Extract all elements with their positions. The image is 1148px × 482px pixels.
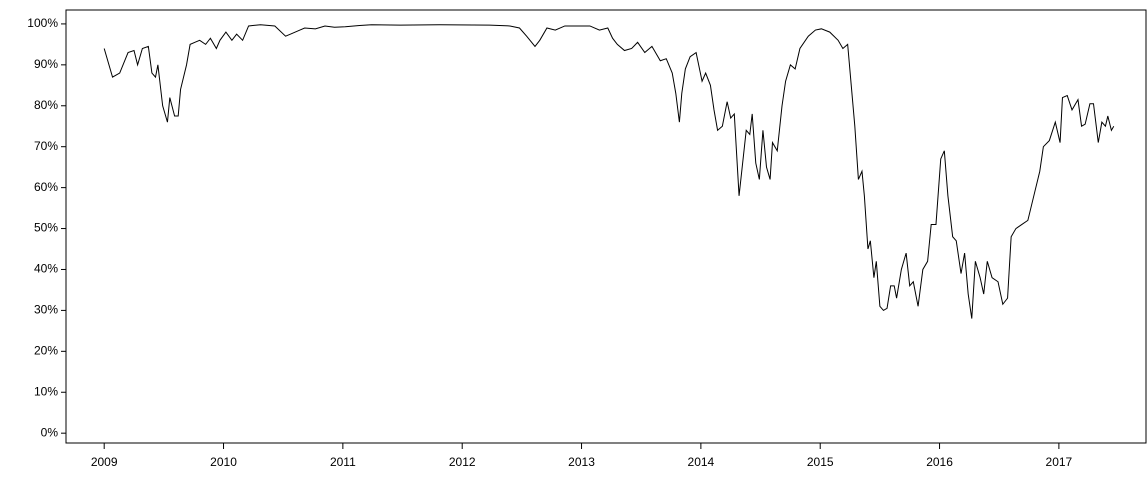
- y-tick-label: 0%: [41, 425, 59, 439]
- y-tick-label: 90%: [34, 57, 58, 71]
- y-tick-label: 80%: [34, 98, 58, 112]
- plot-frame: [65, 9, 1147, 444]
- y-tick-label: 20%: [34, 343, 58, 357]
- x-tick-label: 2014: [688, 455, 715, 469]
- x-tick-label: 2016: [926, 455, 953, 469]
- x-tick-label: 2017: [1046, 455, 1073, 469]
- y-tick-label: 100%: [27, 16, 58, 30]
- y-tick-label: 30%: [34, 303, 58, 317]
- data-line: [103, 24, 1115, 319]
- y-tick-label: 50%: [34, 221, 58, 235]
- x-tick-label: 2009: [91, 455, 118, 469]
- y-tick-label: 70%: [34, 139, 58, 153]
- y-tick-label: 60%: [34, 180, 58, 194]
- x-tick-label: 2011: [330, 455, 356, 469]
- y-tick-label: 40%: [34, 262, 58, 276]
- x-tick-label: 2015: [807, 455, 834, 469]
- y-tick-label: 10%: [34, 384, 58, 398]
- x-tick-label: 2010: [210, 455, 237, 469]
- x-tick-label: 2013: [568, 455, 595, 469]
- x-tick-label: 2012: [449, 455, 476, 469]
